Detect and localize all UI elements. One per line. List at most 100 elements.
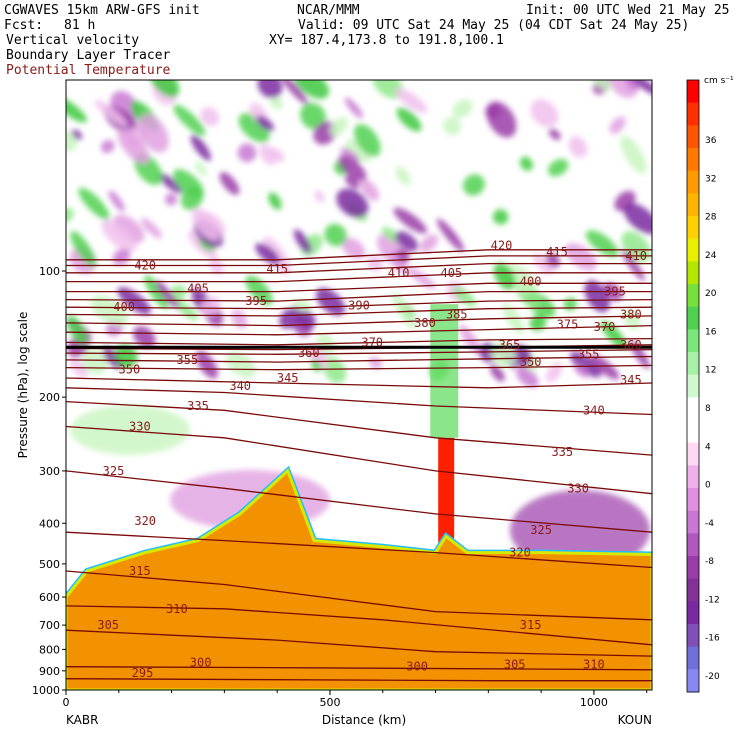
- wave-blob: [344, 97, 363, 119]
- colorbar-tick-label: -16: [705, 634, 720, 644]
- plot-frame: [65, 79, 653, 691]
- y-tick-label: 700: [39, 619, 60, 632]
- header-fcst-value: 81 h: [64, 18, 96, 33]
- wave-blob: [307, 343, 329, 369]
- wave-blob: [568, 136, 588, 158]
- theta-label: 410: [388, 266, 410, 280]
- colorbar-tick-label: 0: [705, 481, 711, 491]
- wave-blob: [584, 280, 610, 313]
- colorbar-swatch: [687, 578, 699, 602]
- wave-blob: [300, 102, 326, 130]
- y-tick-label: 300: [39, 465, 60, 478]
- wave-blob: [533, 253, 554, 275]
- wave-blob: [443, 117, 462, 136]
- y-tick-label: 800: [39, 643, 60, 656]
- theta-label: 325: [103, 464, 125, 478]
- wave-blob: [279, 307, 302, 329]
- wave-blob: [360, 179, 380, 201]
- theta-label: 325: [530, 523, 552, 537]
- theta-label: 300: [406, 660, 428, 674]
- theta-label: 335: [551, 445, 573, 459]
- colorbar-tick-label: 20: [705, 289, 717, 299]
- wave-blob: [381, 226, 400, 243]
- theta-label: 345: [620, 373, 642, 387]
- wave-blob: [281, 80, 309, 105]
- wave-blob: [238, 113, 270, 143]
- wave-blob: [490, 364, 505, 382]
- theta-label: 360: [620, 338, 642, 352]
- colorbar-swatch: [687, 601, 699, 625]
- wave-blob: [368, 356, 383, 370]
- y-tick-label: 600: [39, 591, 60, 604]
- wave-blob: [101, 219, 137, 252]
- colorbar-swatch: [687, 125, 699, 149]
- colorbar-tick-label: 28: [705, 213, 717, 223]
- wave-blob: [190, 134, 211, 161]
- wave-blob: [329, 116, 348, 137]
- theta-contour-360: [66, 348, 652, 355]
- theta-contour-420: [66, 249, 652, 261]
- colorbar-swatch: [687, 284, 699, 308]
- theta-label: 300: [190, 656, 212, 670]
- wave-blob: [226, 351, 257, 378]
- wave-blob: [269, 148, 285, 163]
- y-tick-label: 1000: [32, 684, 60, 697]
- theta-label: 370: [594, 320, 616, 334]
- wave-blob: [324, 223, 347, 247]
- wave-blob: [113, 214, 145, 244]
- theta-label: 405: [441, 266, 463, 280]
- wave-blob: [395, 166, 411, 186]
- wave-blob: [237, 143, 257, 163]
- colorbar-swatch: [687, 238, 699, 262]
- colorbar-units: cm s⁻¹: [704, 76, 734, 86]
- wave-blob: [132, 326, 156, 348]
- colorbar-tick-label: 4: [705, 442, 711, 452]
- theta-label: 415: [546, 245, 568, 259]
- colorbar-swatch: [687, 556, 699, 580]
- theta-contour-340: [66, 387, 652, 416]
- colorbar-swatch: [687, 669, 699, 693]
- wave-blob: [462, 174, 485, 196]
- potential-temperature-contours: 295 300 300 305 305 310 310 315 315 320 320 325 325 3…: [66, 239, 652, 682]
- wave-blob: [520, 156, 533, 171]
- header-model: CGWAVES 15km ARW-GFS init: [4, 3, 200, 18]
- colorbar-tick-label: 16: [705, 327, 717, 337]
- header-init: Init: 00 UTC Wed 21 May 25: [526, 3, 730, 18]
- wave-blob: [256, 115, 275, 132]
- colorbar-swatch: [687, 374, 699, 398]
- wave-blob: [624, 80, 640, 91]
- colorbar-swatch: [687, 352, 699, 376]
- theta-label: 345: [277, 371, 299, 385]
- theta-label: 370: [361, 335, 383, 349]
- theta-label: 310: [583, 658, 605, 672]
- theta-contour-330: [66, 425, 652, 495]
- ascent-region: [70, 405, 190, 455]
- theta-contour-295: [66, 678, 652, 682]
- wave-blob: [140, 218, 162, 239]
- theta-label: 375: [557, 317, 579, 331]
- wave-blob: [396, 107, 422, 132]
- wave-blob: [492, 209, 509, 225]
- wave-blob: [406, 267, 436, 290]
- x-tick-label: 500: [319, 696, 340, 709]
- theta-label: 320: [134, 514, 156, 528]
- wave-blob: [609, 116, 626, 134]
- wave-blob: [510, 344, 532, 367]
- theta-contour-405: [66, 272, 652, 283]
- theta-label: 330: [567, 481, 589, 495]
- colorbar-swatch: [687, 397, 699, 421]
- theta-label: 355: [177, 353, 199, 367]
- theta-label: 320: [509, 546, 531, 560]
- colorbar-swatch: [687, 261, 699, 285]
- theta-label: 295: [132, 666, 154, 680]
- colorbar-swatch: [687, 510, 699, 534]
- header-org: NCAR/MMM: [297, 3, 360, 18]
- theta-contour-350: [66, 364, 652, 371]
- theta-label: 420: [491, 239, 513, 253]
- colorbar-tick-label: -20: [705, 672, 720, 682]
- colorbar-tick-label: 32: [705, 174, 716, 184]
- wave-blob: [231, 309, 248, 329]
- theta-label: 350: [520, 355, 542, 369]
- x-axis-label: Distance (km): [322, 713, 406, 727]
- wave-blob: [66, 207, 74, 223]
